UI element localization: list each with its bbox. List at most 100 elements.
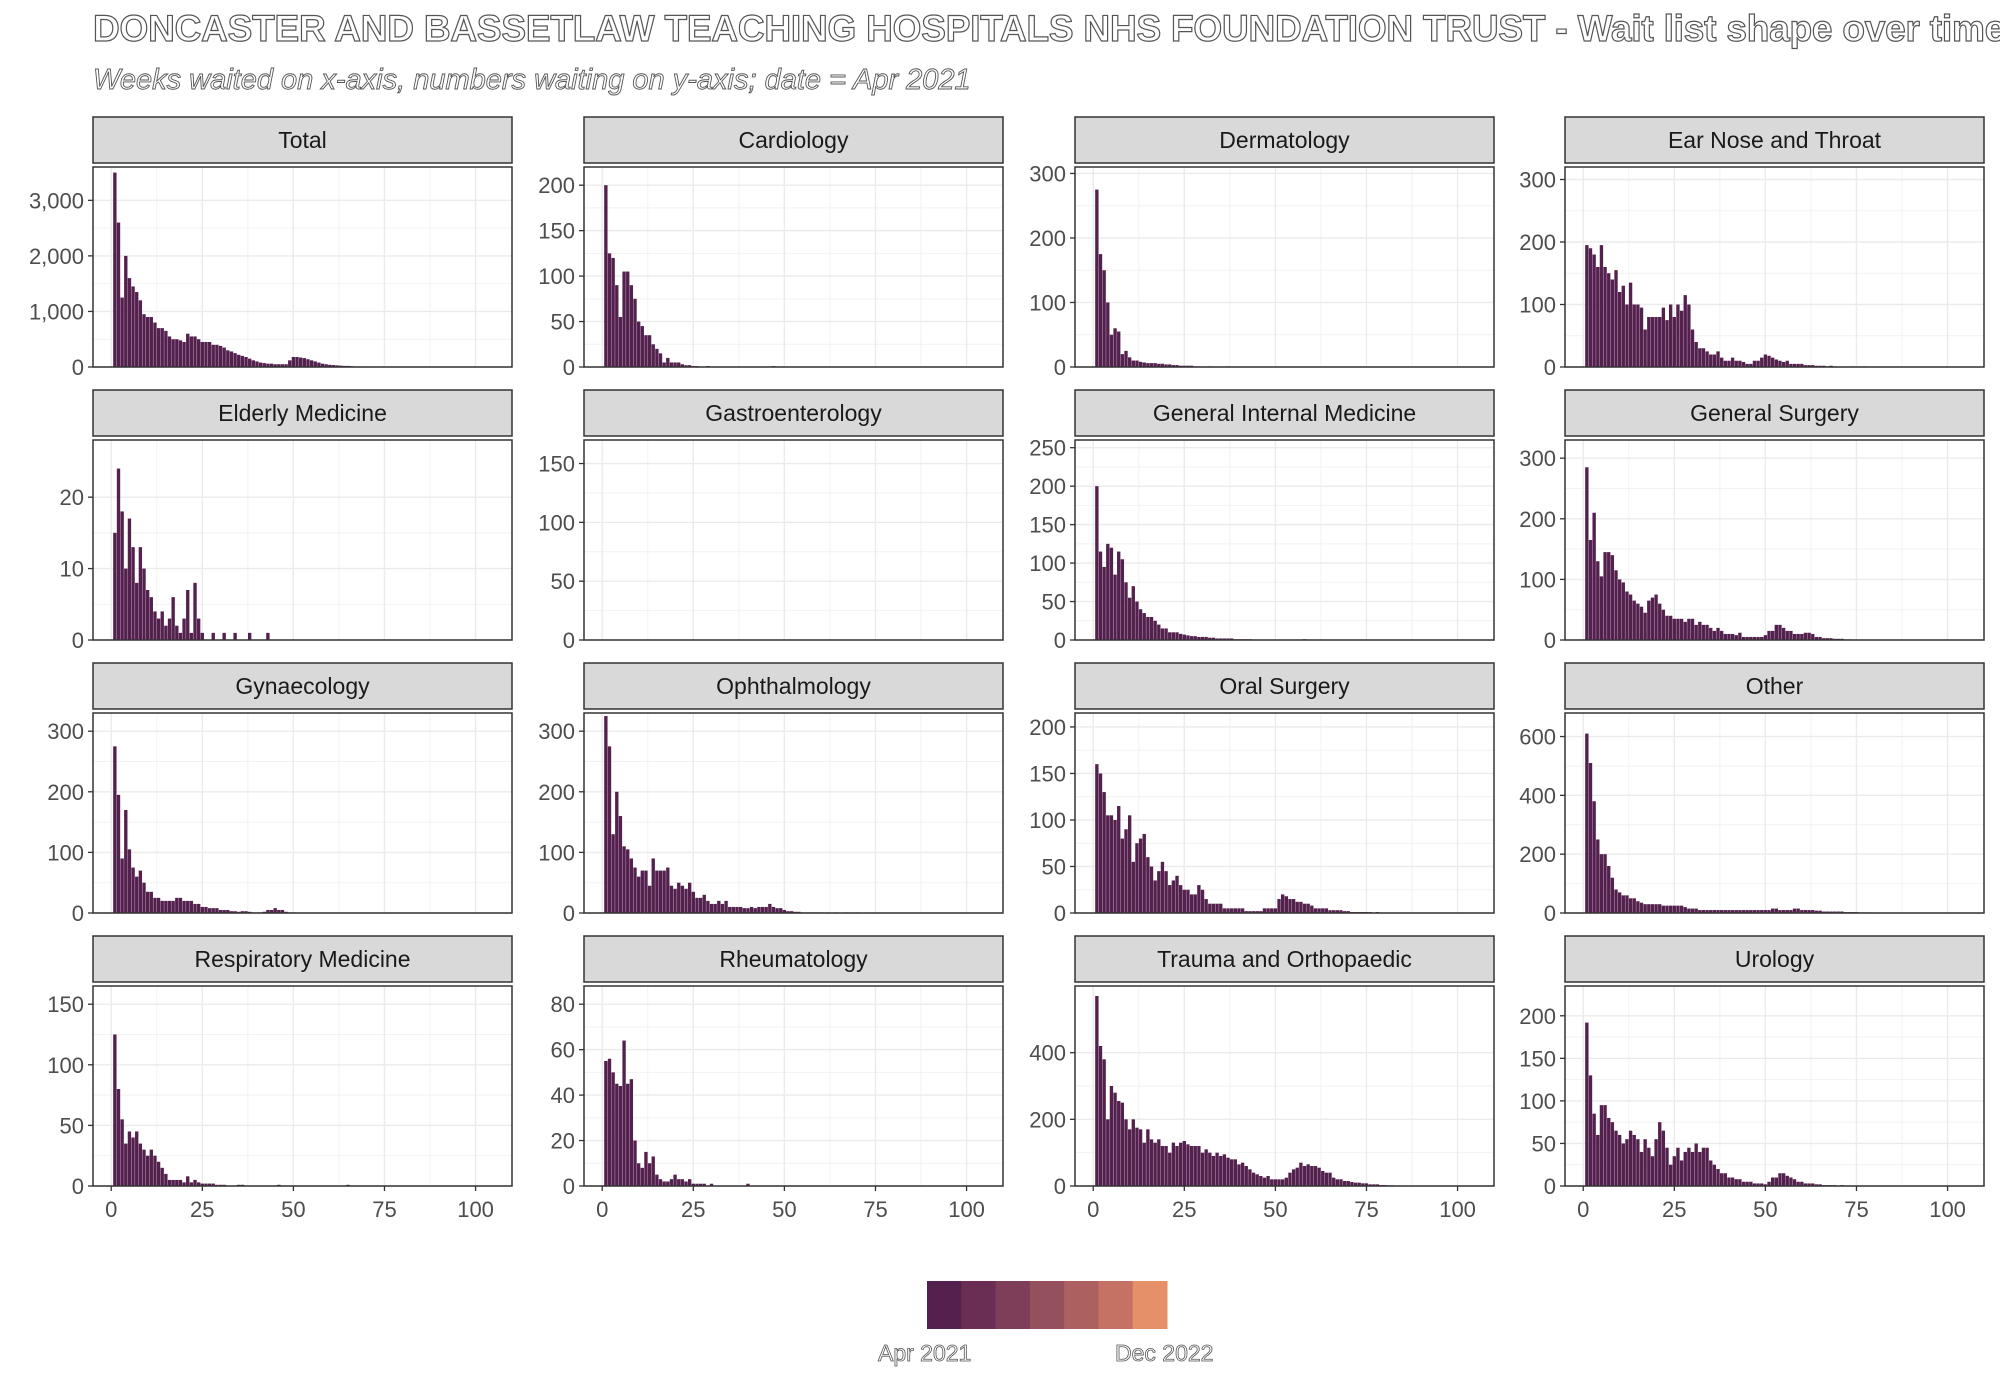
bar	[1632, 898, 1636, 913]
bar	[196, 339, 201, 367]
y-tick-label: 0	[563, 355, 575, 380]
bar	[1182, 634, 1186, 640]
bar	[1098, 1046, 1103, 1186]
bar	[1668, 304, 1673, 367]
bar	[1745, 363, 1749, 367]
bar	[1288, 899, 1292, 913]
y-tick-label: 200	[538, 780, 575, 805]
bar	[731, 906, 736, 913]
bar	[1262, 908, 1267, 913]
bar	[116, 468, 121, 640]
bar	[1131, 861, 1135, 913]
bar	[615, 285, 619, 367]
bar	[1153, 880, 1157, 913]
bar	[1730, 357, 1735, 367]
bar	[1200, 1152, 1205, 1186]
bar	[171, 900, 175, 913]
bar	[1229, 638, 1234, 640]
bar	[1709, 1160, 1713, 1186]
bar	[207, 1183, 212, 1186]
bar	[713, 903, 717, 913]
bar	[1175, 1146, 1179, 1186]
bar	[153, 897, 157, 913]
bar	[1138, 1129, 1143, 1186]
facet-strip	[1074, 935, 1495, 983]
x-tick-label: 0	[596, 1197, 608, 1222]
facet-strip	[92, 662, 513, 710]
bar	[211, 632, 215, 640]
bar	[1186, 889, 1190, 913]
bar	[1625, 1139, 1629, 1186]
panel-border	[1564, 166, 1985, 368]
facet-strip	[1564, 662, 1985, 710]
bar	[1324, 1172, 1329, 1186]
bar	[1603, 552, 1607, 640]
facet-respiratory-medicine: Respiratory Medicine 0 50 100 150 0 25 50 75 100	[47, 935, 513, 1222]
bar	[131, 286, 135, 367]
bar	[1168, 885, 1172, 913]
bar	[1760, 910, 1764, 913]
bar	[1142, 613, 1146, 640]
bar	[669, 885, 674, 913]
bar	[1628, 594, 1633, 640]
x-tick-label: 100	[1439, 1197, 1476, 1222]
bar	[655, 870, 659, 913]
bar	[1800, 910, 1804, 913]
bar	[640, 1167, 644, 1186]
bar	[1727, 910, 1731, 913]
facet-general-internal-medicine: General Internal Medicine 0 50 100 150 200 250	[1029, 389, 1495, 653]
bar	[226, 909, 230, 913]
bar	[306, 359, 310, 367]
bar	[1168, 364, 1172, 367]
y-tick-label: 0	[1054, 901, 1066, 926]
bar	[1251, 911, 1256, 913]
bar	[1781, 910, 1786, 913]
bar	[662, 362, 666, 367]
facet-total: Total 0 1,000 2,000 3,000	[29, 116, 513, 380]
bar	[1690, 908, 1695, 913]
bar	[1127, 357, 1132, 367]
bar	[120, 511, 124, 640]
bar	[1302, 1166, 1307, 1186]
bar	[1665, 905, 1669, 913]
bar	[1734, 360, 1738, 367]
bar	[1120, 838, 1125, 913]
bar	[1117, 1101, 1121, 1186]
bar	[1789, 363, 1793, 367]
bar	[647, 1163, 652, 1186]
bar	[1277, 899, 1281, 913]
bar	[1244, 1166, 1248, 1186]
bar	[175, 625, 179, 640]
bar	[677, 362, 681, 367]
y-tick-label: 80	[551, 992, 575, 1017]
bar	[138, 300, 143, 367]
bar	[1295, 1167, 1299, 1186]
facet-title: Ear Nose and Throat	[1668, 127, 1882, 153]
facet-strip	[583, 662, 1004, 710]
y-tick-label: 20	[551, 1129, 575, 1154]
bar	[1632, 1134, 1636, 1186]
x-tick-label: 100	[1929, 1197, 1966, 1222]
bar	[1164, 1146, 1168, 1186]
facet-title: Rheumatology	[719, 946, 868, 972]
bar	[607, 1058, 612, 1186]
bar	[1621, 285, 1625, 367]
bar	[644, 1151, 648, 1186]
bar	[615, 1083, 619, 1186]
bar	[779, 908, 783, 913]
bar	[1803, 910, 1808, 913]
bar	[636, 321, 641, 367]
bar	[1135, 1127, 1139, 1186]
bar	[709, 1183, 714, 1186]
bar	[1120, 354, 1125, 367]
bar	[284, 364, 288, 367]
bar	[1654, 594, 1658, 640]
bar	[1164, 871, 1168, 913]
bar	[324, 364, 328, 367]
bar	[120, 297, 124, 367]
bar	[1102, 792, 1106, 913]
facet-title: Urology	[1735, 946, 1815, 972]
bar	[1291, 1169, 1296, 1186]
bar	[237, 354, 241, 367]
